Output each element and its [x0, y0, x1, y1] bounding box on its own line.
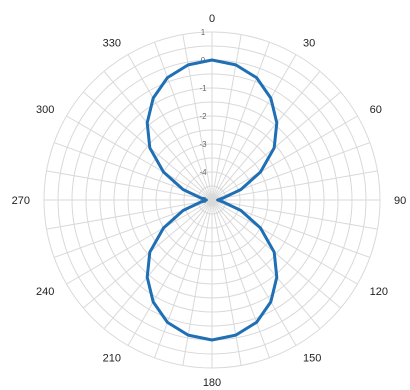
- grid-spoke-20: [154, 199, 213, 359]
- radial-tick-label: -1: [199, 84, 207, 93]
- angle-label: 270: [12, 195, 30, 207]
- grid-spoke-14: [211, 199, 321, 330]
- grid-spoke-13: [211, 199, 342, 309]
- grid-spoke-33: [127, 54, 213, 201]
- grid-spoke-24: [66, 199, 213, 285]
- grid-spoke-12: [211, 199, 358, 285]
- angle-tick-labels: 0 30 60 90 120 150 180 210 240 270 300 330: [12, 13, 407, 389]
- series: [145, 58, 279, 342]
- angle-label: 30: [303, 37, 315, 49]
- grid-spoke-10: [211, 199, 378, 230]
- grid-spoke-5: [211, 91, 342, 201]
- grid-spoke-30: [66, 115, 213, 201]
- grid-spoke-17: [211, 199, 242, 366]
- grid-spoke-31: [82, 91, 213, 201]
- grid-spoke-4: [211, 70, 321, 201]
- radial-tick-label: -2: [199, 112, 207, 121]
- grid-spoke-16: [211, 199, 270, 359]
- grid-spoke-34: [154, 41, 213, 201]
- grid: [43, 31, 381, 369]
- grid-spoke-6: [211, 115, 358, 201]
- grid-spoke-23: [82, 199, 213, 309]
- grid-spoke-35: [182, 34, 213, 201]
- radial-tick-label: -3: [199, 140, 207, 149]
- radial-tick-label: 1: [201, 28, 206, 37]
- grid-spoke-26: [46, 199, 213, 230]
- angle-label: 210: [103, 353, 121, 365]
- grid-spoke-2: [211, 41, 270, 201]
- grid-spoke-15: [211, 199, 297, 346]
- grid-spoke-19: [182, 199, 213, 366]
- angle-label: 120: [370, 286, 388, 298]
- series-line-0: [145, 58, 279, 342]
- angle-label: 240: [36, 286, 54, 298]
- angle-label: 90: [394, 195, 406, 207]
- angle-label: 150: [303, 353, 321, 365]
- angle-label: 330: [103, 37, 121, 49]
- grid-spoke-28: [46, 170, 213, 201]
- angle-label: 180: [203, 377, 221, 389]
- grid-spoke-3: [211, 54, 297, 201]
- angle-label: 300: [36, 104, 54, 116]
- grid-spoke-32: [103, 70, 213, 201]
- radial-tick-labels: 10-1-2-3-4-5: [199, 28, 207, 205]
- grid-spoke-22: [103, 199, 213, 330]
- grid-spoke-21: [127, 199, 213, 346]
- grid-spoke-8: [211, 170, 378, 201]
- angle-label: 60: [370, 104, 382, 116]
- angle-label: 0: [209, 13, 215, 25]
- radial-tick-label: -4: [199, 168, 207, 177]
- grid-spoke-1: [211, 34, 242, 201]
